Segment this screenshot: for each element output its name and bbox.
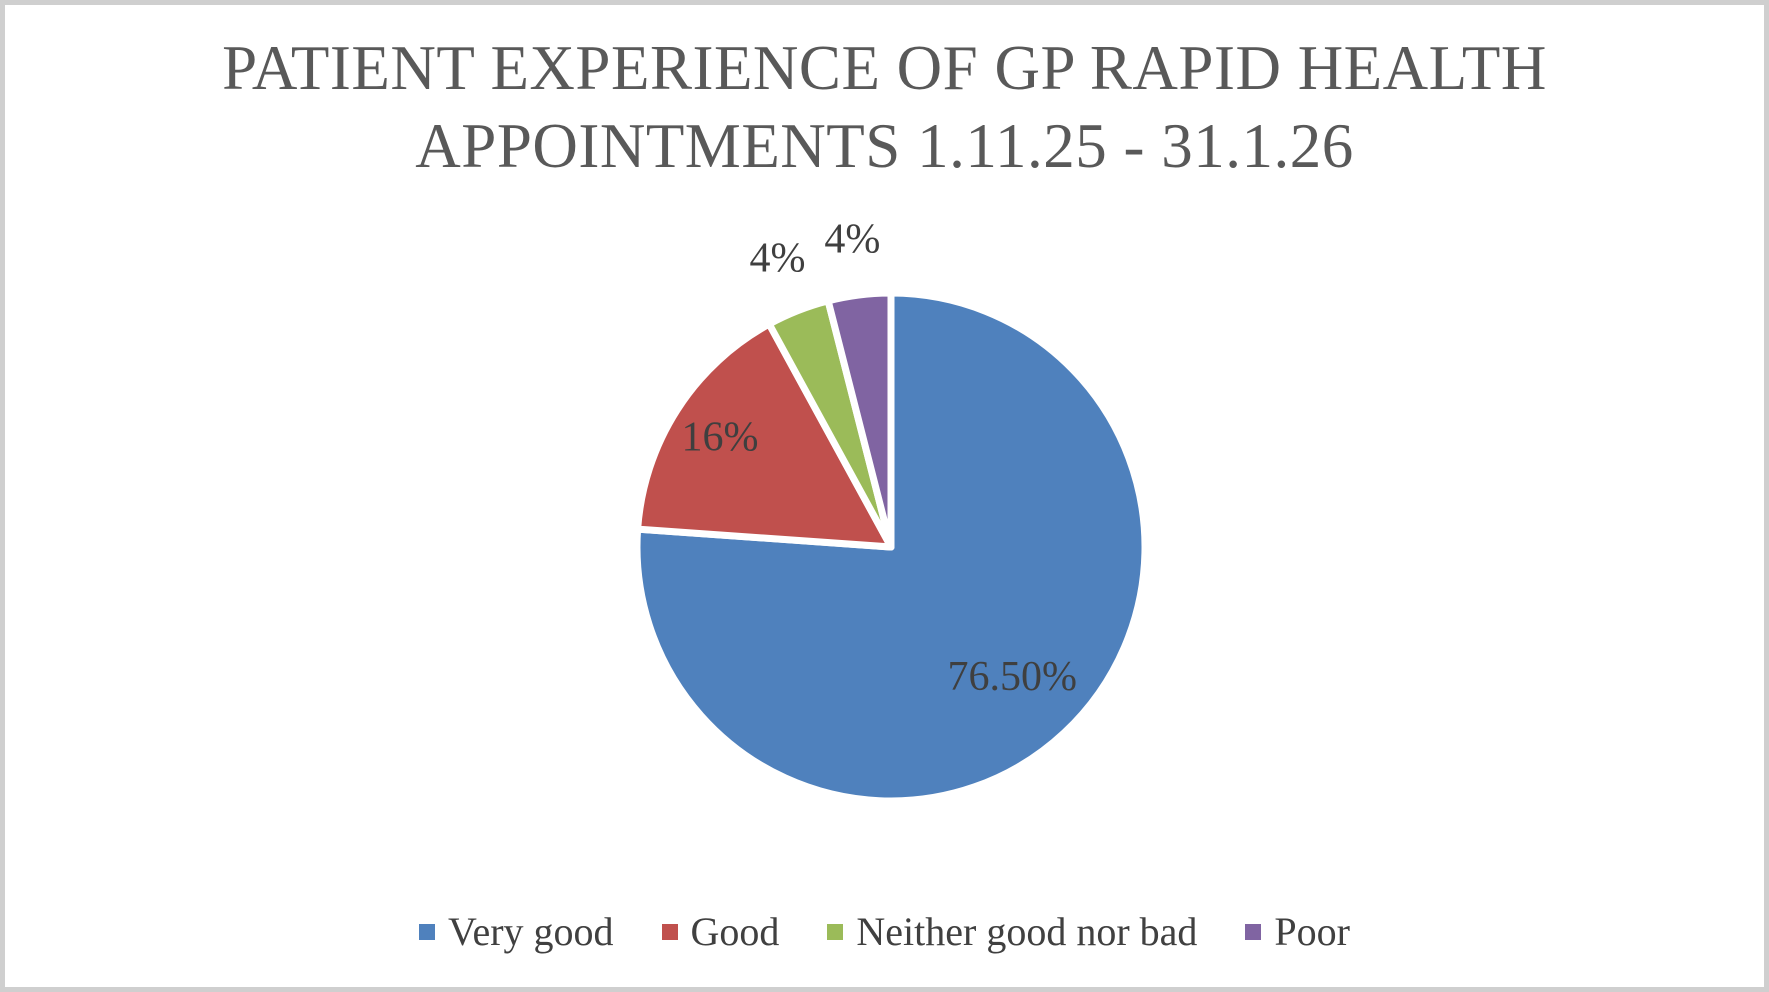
- chart-legend: Very good Good Neither good nor bad Poor: [5, 908, 1764, 955]
- legend-item-good[interactable]: Good: [661, 908, 780, 955]
- legend-label: Poor: [1274, 909, 1350, 954]
- legend-swatch-good: [661, 923, 678, 940]
- legend-label: Good: [690, 909, 780, 954]
- data-label-good: 16%: [681, 414, 758, 460]
- chart-title: PATIENT EXPERIENCE OF GP RAPID HEALTH AP…: [222, 33, 1547, 182]
- legend-label: Very good: [447, 909, 614, 954]
- legend-swatch-neither-good-nor-bad: [827, 923, 844, 940]
- data-label-very-good: 76.50%: [947, 654, 1076, 700]
- legend-item-poor[interactable]: Poor: [1245, 908, 1350, 955]
- legend-item-neither-good-nor-bad[interactable]: Neither good nor bad: [827, 908, 1197, 955]
- pie-slice-poor[interactable]: [824, 289, 895, 551]
- data-label-poor: 4%: [824, 217, 880, 263]
- data-label-neither-good-nor-bad: 4%: [749, 236, 805, 282]
- legend-swatch-poor: [1245, 923, 1262, 940]
- legend-swatch-very-good: [418, 923, 435, 940]
- legend-label: Neither good nor bad: [856, 909, 1198, 954]
- pie-slice-good[interactable]: [634, 320, 895, 551]
- pie-chart: 76.50% 16% 4% 4%: [633, 217, 1149, 805]
- legend-item-very-good[interactable]: Very good: [418, 908, 614, 955]
